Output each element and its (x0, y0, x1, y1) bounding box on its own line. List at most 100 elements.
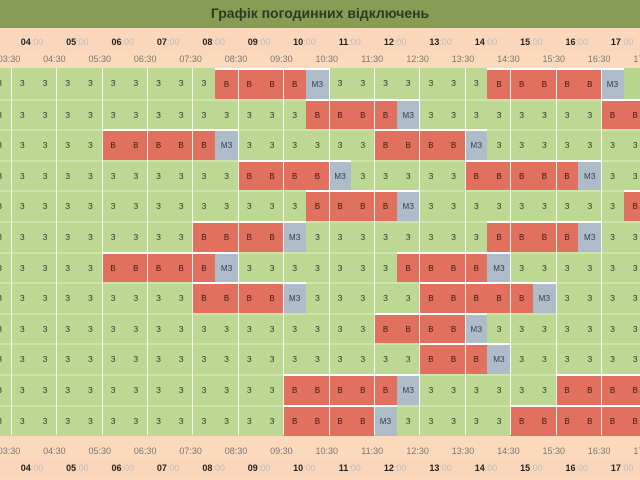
schedule-cell: З (305, 312, 329, 344)
schedule-cell: В (442, 251, 466, 283)
hour-number: 13 (429, 463, 440, 473)
hour-number: 09 (247, 463, 258, 473)
schedule-cell: З (578, 190, 602, 222)
schedule-cell: З (101, 68, 125, 100)
schedule-cell: З (283, 129, 307, 161)
schedule-cell: З (442, 68, 466, 100)
schedule-cell: З (600, 190, 625, 222)
hour-divider (192, 68, 194, 436)
hour-number: 08 (202, 37, 213, 47)
schedule-cell: З (10, 129, 34, 161)
schedule-cell: В (305, 404, 329, 436)
schedule-cell: З (419, 374, 443, 406)
top-half-hour-label: 12:30 (406, 54, 429, 64)
hour-number: 12 (383, 37, 394, 47)
schedule-cell: З (0, 68, 12, 100)
schedule-cell: З (237, 404, 261, 436)
schedule-cell: В (373, 190, 398, 222)
schedule-cell: В (442, 312, 466, 344)
schedule-cell: З (56, 404, 80, 436)
schedule-cell: В (555, 159, 579, 191)
schedule-cell: З (0, 312, 12, 344)
schedule-cell: В (532, 159, 556, 191)
bottom-half-hour-label: 15:30 (542, 446, 566, 456)
schedule-cell: В (169, 251, 193, 283)
bottom-half-hour-label: 14:30 (497, 446, 520, 456)
hour-number: 10 (293, 37, 304, 47)
schedule-cell: З (101, 159, 125, 191)
hour-number: 04 (20, 37, 31, 47)
schedule-cell: З (260, 190, 284, 222)
hour-number: 04 (20, 463, 31, 473)
schedule-cell: З (600, 129, 625, 161)
schedule-cell: В (101, 251, 125, 283)
schedule-cell: В (396, 129, 420, 161)
schedule-cell: З (305, 129, 329, 161)
hour-number: 16 (565, 463, 576, 473)
top-hour-label: 13:00 (429, 37, 452, 47)
schedule-cell: В (169, 129, 193, 161)
hour-minutes: :00 (393, 463, 407, 473)
hour-minutes: :00 (439, 37, 452, 47)
hour-number: 14 (474, 463, 485, 473)
schedule-cell: З (396, 68, 420, 100)
schedule-cell: З (532, 343, 556, 375)
hour-minutes: :00 (121, 463, 135, 473)
schedule-cell: З (78, 343, 102, 375)
schedule-cell: З (169, 159, 193, 191)
schedule-cell: В (464, 282, 488, 314)
schedule-cell: З (260, 129, 284, 161)
schedule-cell: З (192, 190, 216, 222)
schedule-cell: МЗ (464, 312, 488, 344)
hour-divider (283, 68, 285, 436)
schedule-cell: В (192, 282, 216, 314)
schedule-cell: З (305, 282, 329, 314)
schedule-cell: В (532, 68, 556, 100)
bottom-hour-label: 11:00 (339, 463, 361, 473)
schedule-cell: З (215, 159, 239, 191)
hour-minutes: :00 (212, 463, 225, 473)
top-half-hour-label: 11:30 (361, 54, 384, 64)
schedule-cell: В (578, 374, 602, 406)
schedule-cell: З (464, 374, 488, 406)
schedule-cell: З (10, 374, 34, 406)
hour-divider (101, 68, 103, 436)
bottom-half-hour-label: 06:30 (133, 446, 157, 456)
top-half-hour-label: 14:30 (497, 54, 520, 64)
schedule-cell: З (33, 374, 57, 406)
schedule-cell: З (532, 374, 556, 406)
schedule-cell: З (33, 251, 57, 283)
hour-number: 06 (111, 37, 122, 47)
schedule-cell: З (146, 190, 171, 222)
schedule-cell: В (464, 343, 488, 375)
schedule-cell: З (33, 404, 57, 436)
top-hour-label: 14:00 (475, 37, 498, 47)
schedule-cell: В (555, 221, 579, 253)
schedule-cell: З (237, 251, 261, 283)
schedule-cell: З (0, 221, 12, 253)
schedule-cell: З (56, 68, 80, 100)
schedule-cell: МЗ (600, 68, 625, 100)
schedule-cell: З (0, 251, 12, 283)
schedule-cell: В (146, 251, 171, 283)
hour-number: 05 (66, 37, 77, 47)
schedule-cell: В (215, 282, 239, 314)
schedule-cell: В (373, 129, 398, 161)
schedule-cell: З (215, 374, 239, 406)
schedule-cell: З (328, 343, 352, 375)
schedule-cell: З (146, 282, 171, 314)
schedule-cell: З (487, 190, 511, 222)
schedule-cell: В (464, 251, 488, 283)
schedule-cell: З (192, 374, 216, 406)
schedule-cell: З (237, 374, 261, 406)
schedule-cell: З (78, 221, 102, 253)
schedule-cell: З (600, 251, 625, 283)
bottom-half-hour-label: 13:30 (451, 446, 475, 456)
hour-minutes: :00 (121, 37, 135, 47)
schedule-cell: З (328, 129, 352, 161)
bottom-hour-label: 16:00 (566, 463, 589, 473)
schedule-cell: З (510, 129, 534, 161)
schedule-cell: З (124, 190, 148, 222)
top-hour-label: 08:00 (202, 37, 225, 47)
hour-number: 08 (202, 463, 213, 473)
